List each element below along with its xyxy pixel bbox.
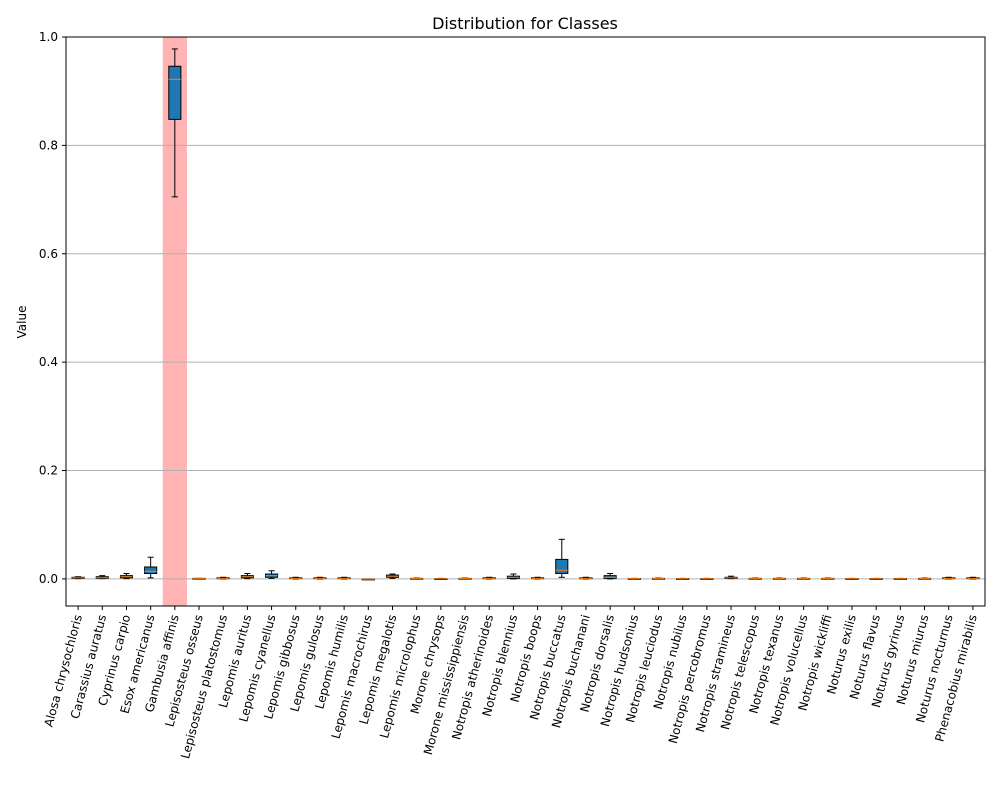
box-37 [966,576,980,580]
chart-title: Distribution for Classes [432,14,618,33]
box-3 [144,556,158,579]
y-tick-label: 0.6 [39,247,58,261]
box-22 [603,572,617,580]
box-13 [385,573,400,579]
box-0 [71,576,85,580]
box-8 [265,570,279,579]
y-tick-label: 1.0 [39,30,58,44]
box-26 [700,577,714,580]
box-27 [724,575,738,580]
box-body [168,65,182,120]
box-33 [869,577,883,580]
box-28 [748,577,762,580]
y-tick-label: 0.0 [39,572,58,586]
plot-frame [65,36,986,607]
box-7 [240,572,254,580]
box-body [555,558,569,574]
boxes-layer [71,48,980,581]
box-1 [95,575,109,580]
grid-layer [66,36,985,580]
box-34 [893,577,907,580]
box-20 [555,538,569,578]
box-5 [192,577,206,580]
box-4 [168,48,182,198]
y-tick-label: 0.4 [39,355,58,369]
box-15 [434,577,448,580]
box-30 [797,577,811,580]
box-19 [531,576,545,580]
box-11 [337,576,351,580]
y-axis-label: Value [15,306,29,339]
box-6 [216,576,230,580]
box-29 [772,577,786,580]
box-32 [845,577,859,580]
box-17 [482,576,496,580]
box-18 [506,573,520,580]
y-ticks: 0.0 0.2 0.4 0.6 0.8 1.0 [39,30,66,586]
box-2 [119,572,134,580]
box-24 [651,577,666,580]
box-36 [942,576,956,580]
box-25 [676,577,690,580]
box-31 [821,577,835,580]
box-10 [313,576,327,580]
box-12 [361,578,375,581]
y-tick-label: 0.2 [39,464,58,478]
box-14 [410,577,424,580]
box-23 [627,577,641,580]
box-16 [458,577,472,580]
box-body [144,566,158,574]
box-21 [579,576,593,580]
box-35 [917,577,932,580]
y-tick-label: 0.8 [39,138,58,152]
box-9 [289,576,303,580]
